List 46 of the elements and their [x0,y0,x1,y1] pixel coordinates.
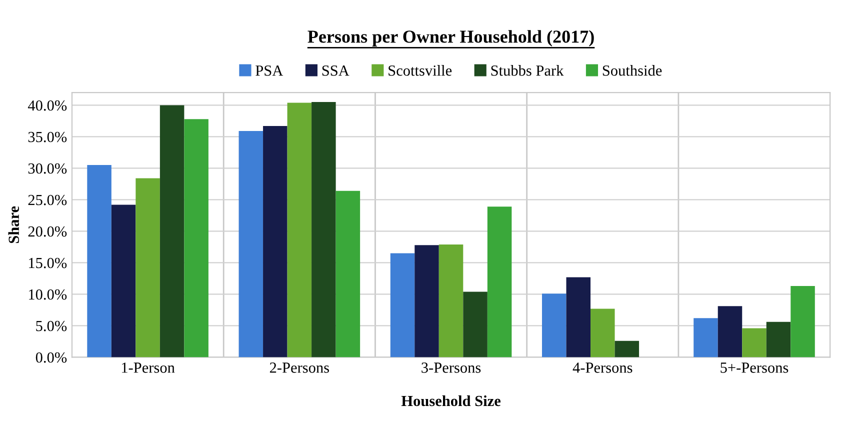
bar [766,322,791,358]
legend-label: PSA [256,65,284,76]
x-tick-label: 4-Persons [572,362,632,373]
y-tick-label: 5.0% [36,320,67,332]
bar [414,245,439,358]
bar [614,340,640,358]
bar [718,306,742,358]
legend-label: Southside [602,65,662,76]
y-tick-label: 10.0% [29,289,67,300]
bar [542,294,566,358]
bar [184,119,208,358]
x-axis-title: Household Size [401,395,501,406]
y-tick-label: 0.0% [36,352,67,363]
legend-label: Stubbs Park [491,65,564,76]
bar [87,165,112,358]
bar [160,105,184,358]
y-tick-label: 25.0% [28,194,67,206]
bar [111,204,136,358]
bar [463,292,488,358]
y-tick-label: 30.0% [28,163,67,174]
y-tick-label: 15.0% [29,258,67,268]
y-tick-label: 35.0% [28,132,67,142]
bar [590,308,615,358]
bar [438,244,464,358]
bar [312,102,336,358]
y-axis-title: Share [8,206,20,244]
x-tick-label: 3-Persons [422,362,481,373]
bar [238,131,264,358]
legend-label: Scottsville [388,65,452,76]
y-tick-label: 20.0% [28,226,67,237]
bar [336,190,360,358]
bar [390,253,415,358]
bar [694,318,718,358]
bar [263,126,288,358]
bar [790,286,815,358]
x-tick-label: 5+-Persons [720,362,788,373]
bar [742,328,766,358]
y-tick-label: 40.0% [28,100,67,111]
bar [287,102,312,358]
x-tick-label: 1-Person [122,362,175,373]
bar [136,178,160,358]
bar [566,277,591,358]
chart-title: Persons per Owner Household (2017) [308,30,594,46]
legend-label: SSA [322,65,350,76]
bar [487,206,512,358]
x-tick-label: 2-Persons [270,362,329,373]
